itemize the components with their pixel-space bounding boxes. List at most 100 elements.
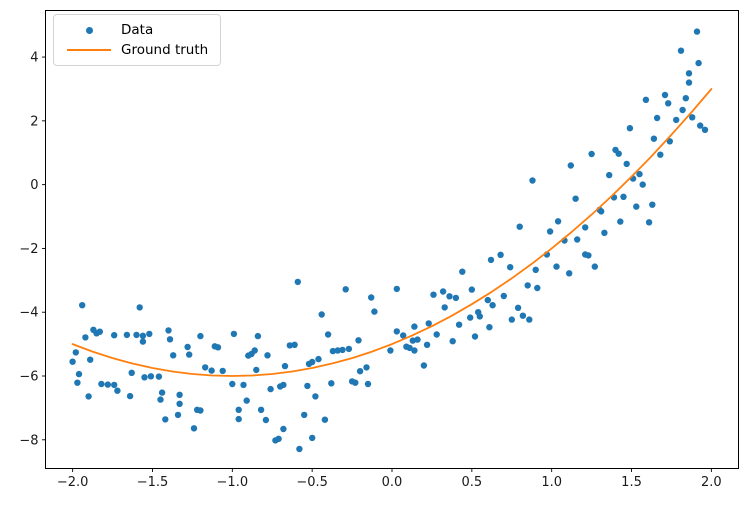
data-point [281,362,289,370]
x-tick-label: 0.5 [461,475,482,490]
data-point [318,311,325,318]
data-point [165,327,172,334]
data-point [623,160,630,168]
data-point [157,396,164,403]
scatter-marker-icon [85,26,93,34]
data-point [393,328,400,335]
data-point [202,364,209,371]
data-point [368,294,375,301]
data-point [697,122,704,129]
data-point [141,374,148,381]
data-point [452,294,460,302]
x-tick-label: 0.0 [382,475,403,490]
data-point [566,270,573,277]
data-point [235,415,242,423]
data-point [591,263,598,270]
data-point [174,411,182,419]
data-point [324,331,332,338]
legend-label-data: Data [121,22,154,38]
data-point [425,320,432,327]
data-point [286,342,293,349]
data-point [136,304,143,311]
data-point [184,343,191,351]
data-point [657,151,664,158]
data-point [615,150,622,157]
data-point [280,381,287,389]
data-point [104,381,112,388]
line-sample-icon [67,48,111,52]
data-point [455,321,463,328]
data-point [636,170,643,178]
data-point [486,324,493,331]
data-point [85,393,92,400]
data-point [111,332,118,339]
x-tick-label: 1.0 [541,475,562,490]
data-point [72,349,80,356]
data-point [128,369,135,376]
data-point [371,308,378,315]
ground-truth-curve [71,88,713,377]
data-point [387,347,394,354]
data-point [155,373,163,380]
legend: Data Ground truth [53,14,221,66]
data-point [441,304,448,311]
data-point [661,91,669,99]
data-point [235,406,242,413]
data-point [342,286,349,293]
data-point [606,171,613,179]
data-point [649,201,656,208]
data-point [301,411,308,419]
data-point [98,380,105,388]
data-point [214,344,222,351]
data-point [147,373,155,380]
data-point [585,252,592,259]
data-point [553,263,560,270]
data-point [665,100,672,107]
data-point [400,332,407,339]
data-point [264,352,271,359]
data-point [146,330,153,338]
data-point [420,362,428,369]
data-point [682,95,689,102]
data-point [296,445,303,453]
data-point [280,425,287,433]
y-tick-label: −2 [19,242,38,257]
data-point [111,381,118,389]
data-point [208,367,215,374]
data-point [617,218,624,225]
data-point [75,370,83,378]
x-tick-label: 1.5 [621,475,642,490]
data-point [254,332,262,340]
x-tick-label: −0.5 [296,475,328,490]
data-point [546,228,554,235]
data-point [176,400,183,407]
data-point [507,264,514,271]
data-point [554,218,562,225]
x-tick-label: −1.5 [137,475,169,490]
data-point [489,302,496,309]
data-point [673,116,680,124]
data-point [693,28,701,35]
data-point [158,389,166,396]
y-tick-label: 2 [30,114,38,129]
data-point [352,379,359,386]
data-point [339,346,346,354]
data-point [650,135,658,142]
data-point [240,381,247,389]
data-point [253,366,260,374]
data-point [96,328,104,335]
data-point [229,380,236,388]
data-point [190,425,198,432]
data-point [459,268,466,275]
data-point [620,193,627,200]
data-point [126,392,134,400]
data-point [291,341,298,348]
data-point [304,382,311,390]
data-point [516,223,523,230]
data-point [645,219,653,226]
data-point [294,278,301,286]
data-point [534,284,541,292]
data-point [508,316,515,323]
